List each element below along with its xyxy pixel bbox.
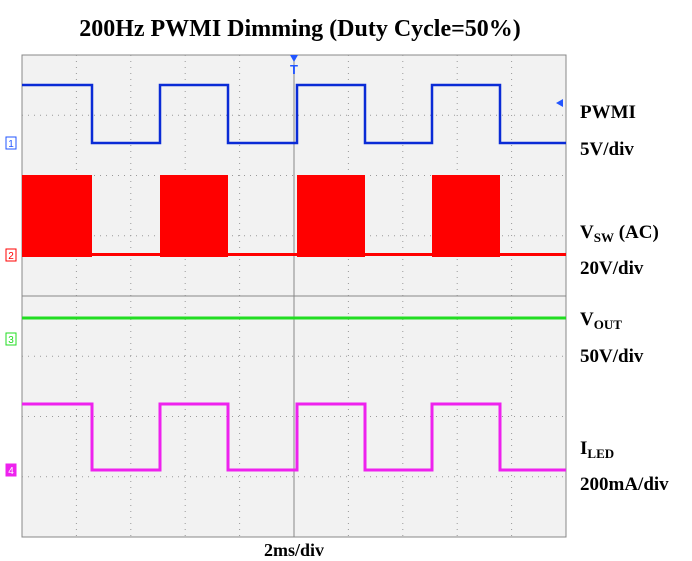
- channel-number: 4: [8, 466, 14, 477]
- channel-label: PWMI: [580, 102, 636, 123]
- label-sub: LED: [587, 446, 614, 461]
- level-arrow: [556, 99, 563, 107]
- vsw-trace: [22, 175, 566, 257]
- channel-label: VOUT: [580, 309, 622, 332]
- channel-number: 3: [8, 335, 14, 346]
- channel-scale: 50V/div: [580, 346, 644, 367]
- label-main: PWMI: [580, 102, 636, 123]
- channel-number: 1: [8, 139, 14, 150]
- channel-marker-box: [5, 332, 17, 346]
- channel-label: ILED: [580, 438, 614, 461]
- trigger-marker: T: [290, 62, 298, 77]
- timebase: 2ms/div: [264, 540, 324, 560]
- trigger-arrow: [290, 55, 298, 62]
- label-main: V: [580, 222, 594, 243]
- channel-scale: 20V/div: [580, 258, 644, 279]
- label-suffix: (AC): [614, 222, 659, 243]
- pwmi-trace: [22, 83, 566, 145]
- channel-number: 2: [8, 251, 14, 262]
- label-sub: SW: [594, 230, 614, 245]
- channel-marker-box: [5, 248, 17, 262]
- label-main: V: [580, 309, 594, 330]
- figure-title: 200Hz PWMI Dimming (Duty Cycle=50%): [79, 16, 521, 42]
- channel-label: VSW (AC): [580, 222, 659, 245]
- label-main: I: [580, 438, 587, 459]
- channel-scale: 200mA/div: [580, 474, 669, 495]
- label-sub: OUT: [594, 317, 623, 332]
- channel-marker-box: [5, 463, 17, 477]
- iled-trace: [22, 402, 566, 472]
- channel-scale: 5V/div: [580, 139, 634, 160]
- channel-marker-box: [5, 136, 17, 150]
